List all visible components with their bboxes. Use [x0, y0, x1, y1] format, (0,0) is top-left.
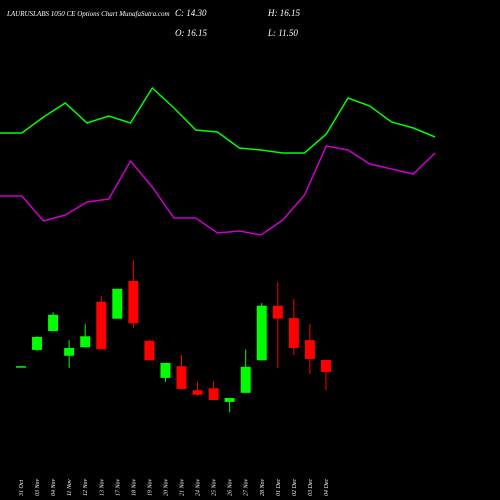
x-tick-label: 26 Nov — [228, 478, 234, 496]
x-tick-label: 03 Dec — [308, 479, 314, 496]
candle-body — [304, 340, 315, 360]
x-tick-label: 25 Nov — [212, 478, 218, 496]
x-tick-label: 27 Nov — [244, 478, 250, 496]
x-tick-label: 02 Dec — [292, 479, 298, 496]
candle-body — [64, 347, 75, 356]
candle-body — [16, 366, 26, 368]
x-tick-label: 04 Dec — [323, 479, 330, 496]
x-tick-label: 11 Nov — [67, 479, 73, 496]
candle-body — [224, 398, 235, 402]
x-tick-label: 21 Nov — [180, 478, 186, 496]
x-tick-label: 28 Nov — [260, 478, 266, 496]
x-tick-label: 03 Nov — [35, 478, 41, 496]
chart-title: LAURUSLABS 1050 CE Options Chart MunafaS… — [6, 10, 170, 18]
candle-body — [272, 305, 283, 319]
x-tick-label: 24 Nov — [195, 478, 202, 496]
candle-body — [48, 314, 59, 332]
candle-body — [176, 366, 187, 389]
candle-body — [192, 390, 203, 395]
candle-body — [144, 340, 155, 361]
indicator-line — [0, 86, 436, 154]
candle-body — [96, 301, 107, 350]
candle-body — [112, 288, 123, 319]
candle-body — [160, 362, 171, 378]
low-label: L: 11.50 — [267, 28, 298, 38]
x-tick-label: 31 Oct — [19, 480, 25, 497]
x-tick-label: 17 Nov — [115, 478, 121, 496]
candle-body — [320, 360, 331, 373]
x-tick-label: 18 Nov — [131, 478, 137, 496]
x-tick-label: 20 Nov — [163, 478, 169, 496]
indicator-line — [0, 145, 436, 236]
candle-body — [240, 366, 251, 393]
x-tick-label: 13 Nov — [99, 478, 105, 496]
x-tick-label: 01 Dec — [276, 479, 282, 496]
candle-body — [80, 336, 91, 348]
candle-body — [256, 305, 267, 361]
x-tick-label: 04 Nov — [50, 478, 57, 496]
open-label: O: 16.15 — [175, 28, 207, 38]
candle-body — [32, 336, 43, 350]
close-label: C: 14.30 — [175, 8, 207, 18]
candle-body — [288, 318, 299, 348]
x-tick-label: 12 Nov — [83, 478, 89, 496]
x-tick-label: 19 Nov — [147, 478, 153, 496]
candle-body — [128, 281, 139, 324]
candle-body — [208, 388, 219, 400]
high-label: H: 16.15 — [267, 8, 300, 18]
